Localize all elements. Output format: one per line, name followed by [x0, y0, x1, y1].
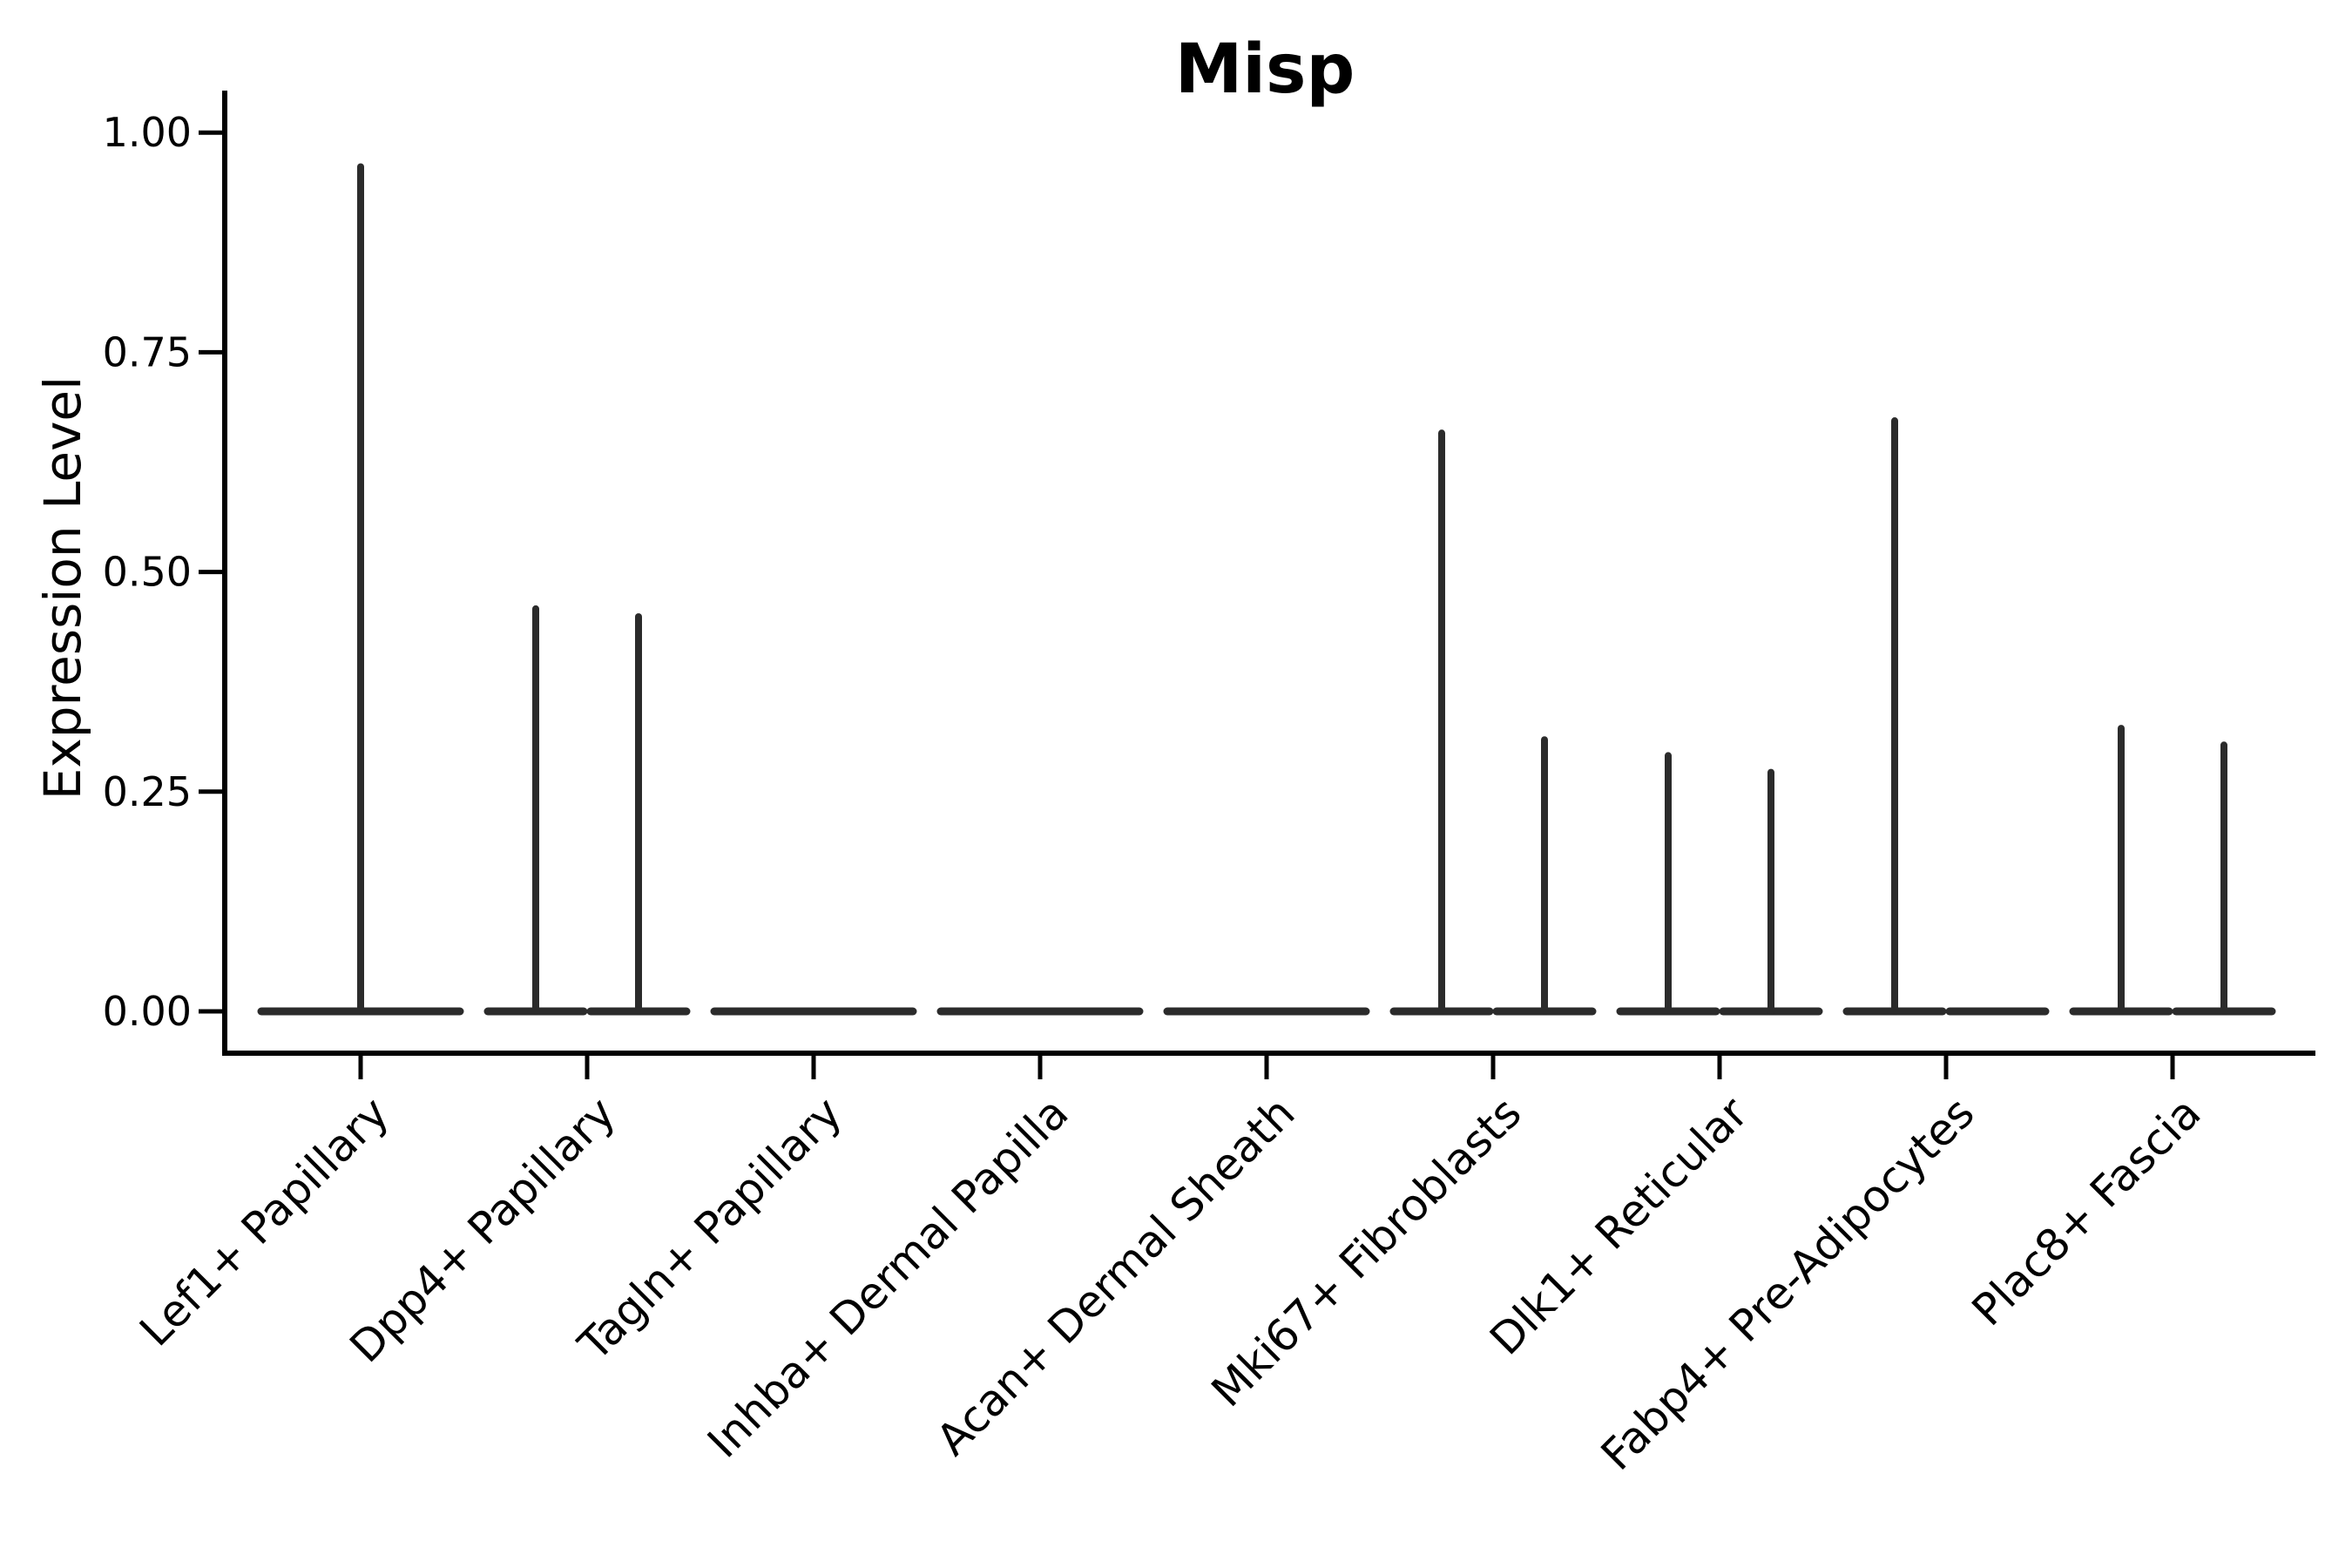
x-tick-label: Acan+ Dermal Sheath	[927, 1087, 1305, 1465]
x-tick-label: Inhba+ Dermal Papilla	[698, 1087, 1078, 1467]
y-tick-label: 0.50	[103, 549, 192, 596]
x-tick-label: Plac8+ Fascia	[1963, 1087, 2211, 1335]
x-tick-label: Fabp4+ Pre-Adipocytes	[1592, 1087, 1984, 1480]
chart-title: Misp	[1175, 30, 1355, 109]
y-tick-label: 0.75	[103, 328, 192, 375]
y-axis-label: Expression Level	[33, 376, 92, 800]
y-tick-label: 0.25	[103, 768, 192, 815]
y-tick-label: 0.00	[103, 988, 192, 1035]
y-tick-label: 1.00	[103, 109, 192, 156]
x-tick-label: Lef1+ Papillary	[130, 1087, 398, 1355]
